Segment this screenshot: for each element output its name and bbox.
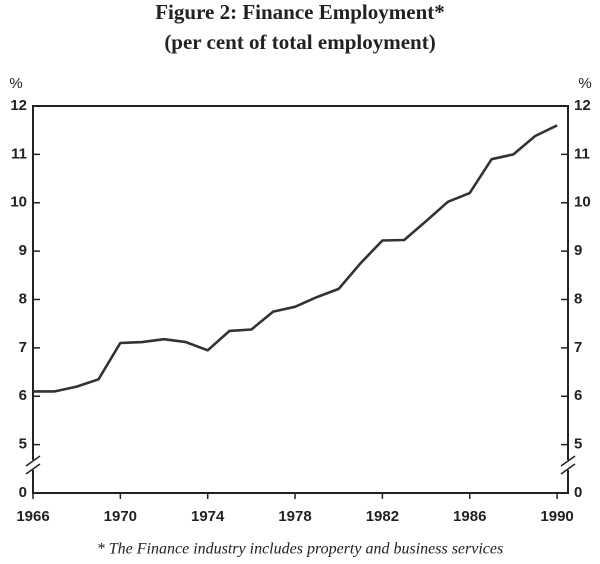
y2-tick-label: 0 [574,484,582,501]
x-tick-label: 1978 [278,508,311,525]
x-tick-label: 1990 [540,508,573,525]
y-tick-label: 9 [19,242,27,259]
axis-break-mark [560,463,576,475]
y-tick-label: 6 [19,387,27,404]
y2-tick-label: 5 [574,436,582,453]
axis-break-mark [25,455,41,467]
y2-tick-label: 10 [574,194,591,211]
x-tick-label: 1974 [191,508,225,525]
y-tick-label: 10 [10,194,27,211]
y2-tick-label: 6 [574,387,582,404]
chart-subtitle: (per cent of total employment) [164,30,435,54]
y2-tick-label: 8 [574,290,582,307]
footnote: * The Finance industry includes property… [97,541,503,558]
axis-break-mark [25,463,41,475]
chart-title: Figure 2: Finance Employment* [155,0,445,24]
x-tick-label: 1982 [366,508,399,525]
data-line [33,124,558,393]
y-tick-label: 12 [10,97,27,114]
y2-tick-label: 9 [574,242,582,259]
y-tick-label: 5 [19,436,27,453]
y-tick-label: 0 [19,484,27,501]
y2-tick-label: 12 [574,97,591,114]
y-tick-label: 7 [19,339,27,356]
x-tick-label: 1986 [453,508,486,525]
axis-break-gap [562,460,574,470]
axis-break-gap [27,460,39,470]
x-tick-label: 1970 [104,508,137,525]
y2-unit: % [578,75,591,92]
y2-tick-label: 7 [574,339,582,356]
axis-break-mark [560,455,576,467]
y-unit: % [9,75,22,92]
y-tick-label: 11 [11,145,27,162]
y-tick-label: 8 [19,290,27,307]
x-tick-label: 1966 [16,508,49,525]
y2-tick-label: 11 [574,145,590,162]
